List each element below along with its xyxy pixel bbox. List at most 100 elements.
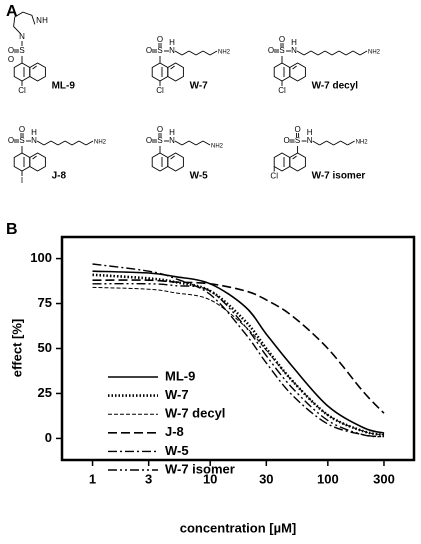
bond: [78, 140, 87, 146]
atom-label: S: [279, 46, 284, 55]
atom-label: H: [42, 16, 48, 25]
atom-label: H: [169, 128, 175, 137]
panel-label: A: [6, 3, 18, 20]
atom-label: O: [19, 125, 25, 134]
amine-label: NH2: [356, 140, 369, 146]
bond: [317, 50, 326, 56]
ring: [151, 152, 169, 172]
legend-label: W-7 decyl: [165, 406, 225, 421]
bond: [181, 50, 190, 56]
atom-label: S: [157, 46, 162, 55]
bond: [188, 140, 197, 146]
amine-label: NH2: [218, 50, 231, 56]
ring: [151, 62, 169, 82]
bond: [292, 65, 297, 70]
atom-label: O: [279, 35, 285, 44]
legend-label: W-7: [165, 387, 189, 402]
ring: [13, 152, 31, 172]
bond: [43, 140, 52, 146]
bond: [32, 155, 37, 160]
x-tick-label: 3: [145, 471, 152, 486]
bond: [202, 140, 211, 146]
curve: [92, 279, 385, 414]
legend-label: W-7 isomer: [165, 461, 235, 476]
bond: [64, 140, 73, 146]
atom-label: S: [295, 136, 300, 145]
x-axis-label: concentration [µM]: [180, 520, 297, 535]
atom-label: Cl: [270, 172, 278, 181]
atom-label: S: [19, 46, 24, 55]
atom-label: O: [268, 46, 274, 55]
atom-label: N: [36, 16, 42, 25]
bond: [352, 50, 361, 56]
bond: [340, 140, 348, 146]
atom-label: O: [8, 46, 14, 55]
y-tick-label: 0: [45, 430, 52, 445]
atom-label: N: [169, 136, 175, 145]
legend-label: W-5: [165, 443, 189, 458]
compound-name: ML-9: [52, 81, 76, 92]
x-tick-label: 1: [89, 471, 96, 486]
bond: [57, 140, 66, 146]
x-tick-label: 300: [373, 471, 395, 486]
bond: [324, 50, 333, 56]
atom-label: H: [291, 38, 297, 47]
ring: [289, 62, 306, 82]
atom-label: N: [307, 136, 313, 145]
bond: [188, 50, 197, 56]
atom-label: O: [157, 125, 163, 134]
atom-label: I: [21, 176, 23, 185]
amine-label: NH2: [211, 144, 224, 150]
atom-label: N: [31, 136, 37, 145]
ring: [289, 152, 306, 172]
x-tick-label: 100: [317, 471, 339, 486]
y-tick-label: 25: [38, 385, 52, 400]
bond: [202, 50, 211, 56]
bond: [326, 140, 334, 146]
atom-label: O: [146, 136, 152, 145]
compound-name: W-7 decyl: [312, 81, 359, 92]
curve: [92, 270, 385, 434]
atom-label: O: [146, 46, 152, 55]
atom-label: S: [19, 136, 24, 145]
y-tick-label: 75: [38, 295, 52, 310]
bond: [71, 140, 80, 146]
bond: [170, 155, 175, 160]
ring: [273, 152, 291, 172]
bond: [174, 140, 183, 146]
atom-label: Cl: [156, 86, 164, 95]
y-tick-label: 100: [30, 250, 52, 265]
bond: [347, 140, 355, 146]
atom-label: O: [294, 125, 300, 134]
atom-label: H: [31, 128, 37, 137]
atom-label: O: [283, 136, 289, 145]
panel-label: B: [6, 221, 18, 238]
atom-label: O: [8, 136, 14, 145]
atom-label: H: [307, 128, 313, 137]
atom-label: Cl: [278, 86, 286, 95]
x-tick-label: 10: [203, 471, 217, 486]
bond: [195, 50, 204, 56]
bond: [209, 50, 218, 56]
compound-name: W-7: [190, 81, 209, 92]
atom-label: O: [157, 35, 163, 44]
ring: [13, 11, 36, 34]
curve: [92, 263, 385, 438]
bond: [32, 65, 37, 70]
compound-name: J-8: [52, 171, 67, 182]
bond: [292, 155, 297, 160]
bond: [174, 50, 183, 56]
ring: [167, 62, 184, 82]
amine-label: NH2: [368, 50, 381, 56]
bond: [359, 50, 368, 56]
bond: [50, 140, 59, 146]
bond: [303, 50, 312, 56]
curve: [92, 286, 385, 436]
bond: [36, 140, 45, 146]
bond: [181, 140, 190, 146]
curve: [92, 273, 385, 437]
compound-name: W-7 isomer: [312, 171, 366, 182]
bond: [333, 140, 341, 146]
ring: [29, 152, 46, 172]
